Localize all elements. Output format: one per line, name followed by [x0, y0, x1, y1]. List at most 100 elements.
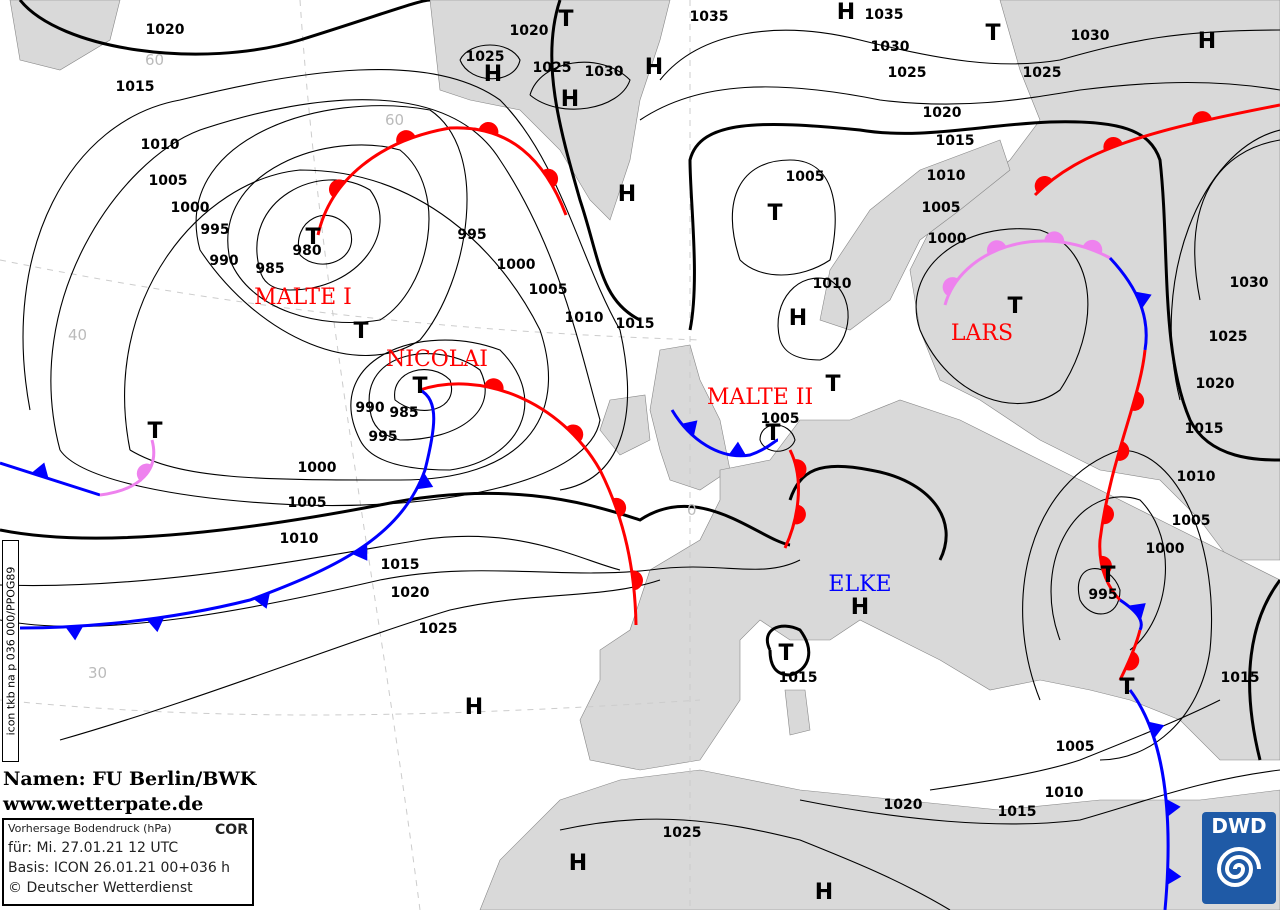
cold-front: [19, 388, 436, 630]
isobar-label: 1020: [1196, 376, 1235, 392]
warm-front: [316, 126, 568, 236]
credits-url[interactable]: www.wetterpate.de: [3, 793, 204, 815]
front-semicircle: [1192, 111, 1213, 124]
low-pressure-marker: T: [765, 421, 780, 446]
front-semicircle: [631, 570, 643, 591]
front-semicircle: [987, 240, 1007, 255]
info-copyright: © Deutscher Wetterdienst: [8, 880, 193, 896]
front-semicircle: [483, 378, 504, 391]
isobar-label: 1010: [141, 137, 180, 153]
low-pressure-marker: T: [985, 21, 1000, 46]
warm-front: [1033, 103, 1280, 197]
low-pressure-marker: T: [778, 641, 793, 666]
front-semicircle: [1116, 441, 1130, 461]
dwd-logo-text: DWD: [1211, 814, 1267, 838]
front-semicircle: [942, 277, 958, 296]
high-pressure-marker: H: [815, 880, 833, 905]
high-pressure-marker: H: [618, 182, 636, 207]
system-name: LARS: [951, 321, 1013, 346]
swirl-icon: [1216, 847, 1261, 887]
cold-front-triangle: [146, 617, 165, 633]
front-semicircle: [329, 179, 346, 198]
isobar-label: 1005: [1056, 739, 1095, 755]
isobar-label: 1005: [761, 411, 800, 427]
isobar-label: 1030: [871, 39, 910, 55]
isobar-label: 1015: [381, 557, 420, 573]
isobar-label: 1010: [280, 531, 319, 547]
isobar-label: 1020: [146, 22, 185, 38]
ireland: [599, 394, 651, 456]
isobar-label: 995: [457, 227, 486, 243]
fronts: [0, 103, 1280, 910]
isobar-label: 1000: [298, 460, 337, 476]
isobar-label: 995: [200, 222, 229, 238]
isobar-label: 1020: [923, 105, 962, 121]
low-pressure-marker: T: [1007, 294, 1022, 319]
isobar-label: 1010: [927, 168, 966, 184]
isobar-label: 1035: [690, 9, 729, 25]
info-valid-time: für: Mi. 27.01.21 12 UTC: [8, 840, 179, 856]
low-pressure-marker: T: [353, 319, 368, 344]
isobar-label: 985: [389, 405, 418, 421]
continental-europe: [579, 399, 1280, 771]
front-semicircle: [1131, 391, 1145, 411]
product-code: icon tkb na p 036 000/PPOG89: [4, 566, 17, 736]
front-semicircle: [136, 463, 153, 482]
low-pressure-marker: T: [147, 419, 162, 444]
cold-front-triangle: [253, 592, 271, 609]
high-pressure-marker: H: [484, 62, 502, 87]
low-pressure-marker: T: [825, 372, 840, 397]
grid-labels: 60 60 40 30 0: [68, 51, 697, 682]
isobar-label: 1030: [1071, 28, 1110, 44]
cold-front-triangle: [416, 472, 434, 490]
sardinia-corsica: [784, 689, 811, 736]
cold-front-triangle: [1165, 798, 1181, 817]
warm-front: [1118, 629, 1142, 681]
isobar-label: 1020: [884, 797, 923, 813]
isobar-label: 990: [355, 400, 384, 416]
isobar-label: 1030: [1230, 275, 1269, 291]
isobar-label: 980: [292, 243, 321, 259]
isobar-label: 1030: [585, 64, 624, 80]
cold-front-triangle: [1166, 866, 1182, 885]
low-pressure-marker: T: [1100, 563, 1115, 588]
cold-front-triangle: [31, 462, 49, 479]
isobar-label: 1000: [497, 257, 536, 273]
isobar-label: 1000: [1146, 541, 1185, 557]
isobar-label: 1020: [391, 585, 430, 601]
isobar-label: 1035: [865, 7, 904, 23]
cold-front: [1128, 689, 1170, 910]
isobar-label: 1015: [116, 79, 155, 95]
front-semicircle: [1044, 231, 1065, 243]
low-pressure-marker: T: [1119, 675, 1134, 700]
cold-front-triangle: [1129, 603, 1146, 620]
dwd-logo: DWD: [1202, 812, 1276, 904]
cold-front-triangle: [1135, 291, 1152, 309]
system-name: MALTE II: [707, 385, 813, 410]
isobar-label: 1005: [786, 169, 825, 185]
isobar-label: 1025: [533, 60, 572, 76]
isobar-label: 1005: [288, 495, 327, 511]
front-semicircle: [1102, 504, 1114, 525]
norway: [819, 139, 1011, 331]
low-pressure-marker: T: [412, 374, 427, 399]
isobar-label: 1015: [1185, 421, 1224, 437]
cor-flag: COR: [215, 822, 248, 838]
cold-front: [1108, 256, 1148, 351]
isobar-label: 1000: [928, 231, 967, 247]
forecast-info-box: Vorhersage Bodendruck (hPa) COR für: Mi. …: [2, 818, 254, 906]
cold-front-triangle: [1148, 721, 1165, 739]
high-pressure-marker: H: [465, 695, 483, 720]
grid-label: 40: [68, 326, 87, 344]
isobar-label: 990: [209, 253, 238, 269]
warm-front: [419, 382, 638, 626]
system-names: MALTE I NICOLAI MALTE II LARS ELKE: [254, 285, 1013, 597]
isobar-label: 995: [1088, 587, 1117, 603]
isobar-label: 985: [255, 261, 284, 277]
warm-front: [783, 449, 800, 549]
landmasses: [9, 0, 1280, 910]
north-africa: [479, 769, 1280, 910]
